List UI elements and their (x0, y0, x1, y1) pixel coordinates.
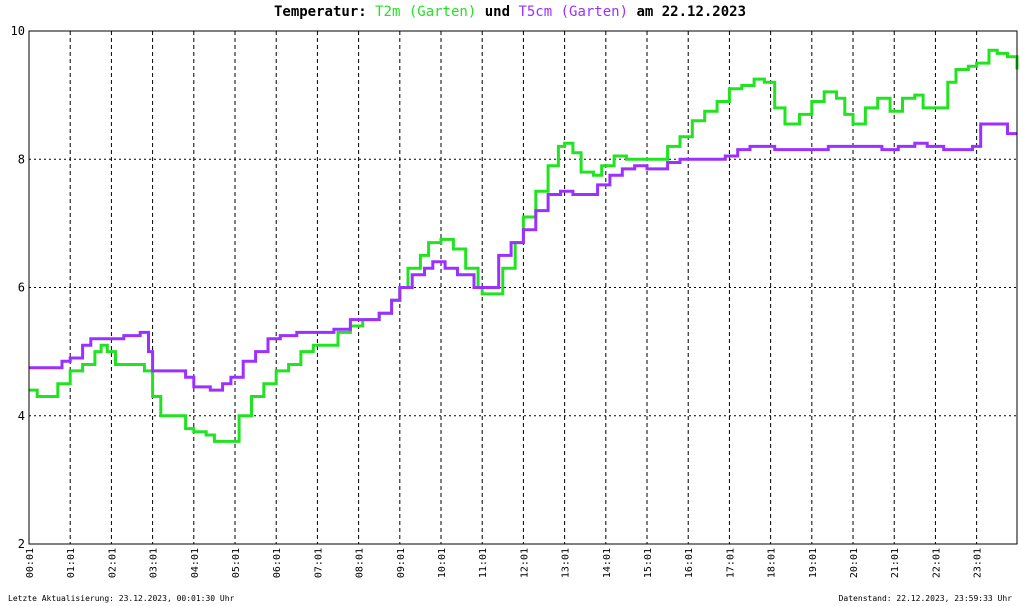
title-series-t2m: T2m (Garten) (375, 4, 477, 20)
x-tick-label: 14:01 (602, 548, 613, 578)
x-tick-label: 03:01 (149, 548, 160, 578)
x-tick-label: 01:01 (66, 548, 77, 578)
plot-border (28, 30, 1018, 545)
chart-title: Temperatur: T2m (Garten) und T5cm (Garte… (0, 4, 1020, 20)
title-middle: und (476, 4, 519, 20)
x-tick-label: 09:01 (396, 548, 407, 578)
y-tick-label: 8 (18, 152, 25, 166)
x-tick-label: 05:01 (231, 548, 242, 578)
x-tick-label: 17:01 (725, 548, 736, 578)
x-tick-label: 16:01 (684, 548, 695, 578)
title-prefix: Temperatur: (273, 4, 376, 20)
last-update-text: Letzte Aktualisierung: 23.12.2023, 00:01… (8, 594, 235, 603)
x-tick-label: 11:01 (478, 548, 489, 578)
x-tick-label: 07:01 (313, 548, 324, 578)
x-tick-label: 04:01 (190, 548, 201, 578)
y-tick-label: 6 (18, 281, 25, 295)
title-suffix: am 22.12.2023 (628, 4, 747, 20)
series-lines (29, 48, 1019, 443)
data-timestamp-text: Datenstand: 22.12.2023, 23:59:33 Uhr (838, 594, 1012, 603)
x-tick-label: 02:01 (107, 548, 118, 578)
x-tick-label: 13:01 (561, 548, 572, 578)
series-line-t2m (29, 48, 1019, 443)
x-tick-label: 00:01 (25, 548, 36, 578)
y-tick-label: 4 (18, 409, 25, 423)
x-tick-label: 08:01 (355, 548, 366, 578)
x-tick-label: 15:01 (643, 548, 654, 578)
y-tick-label: 10 (11, 24, 25, 38)
y-axis-ticks: 2 4 6 8 10 (11, 24, 25, 551)
x-tick-label: 21:01 (890, 548, 901, 578)
x-tick-label: 18:01 (767, 548, 778, 578)
series-line-t5cm (29, 122, 1017, 392)
x-tick-label: 10:01 (437, 548, 448, 578)
x-axis-ticks: 00:01 01:01 02:01 03:01 04:01 05:01 06:01 07:01… (25, 548, 984, 578)
x-tick-label: 12:01 (519, 548, 530, 578)
title-series-t5cm: T5cm (Garten) (518, 4, 629, 20)
x-tick-label: 19:01 (808, 548, 819, 578)
y-tick-label: 2 (18, 537, 25, 551)
x-tick-label: 23:01 (973, 548, 984, 578)
x-tick-label: 22:01 (931, 548, 942, 578)
x-tick-label: 06:01 (272, 548, 283, 578)
x-tick-label: 20:01 (849, 548, 860, 578)
